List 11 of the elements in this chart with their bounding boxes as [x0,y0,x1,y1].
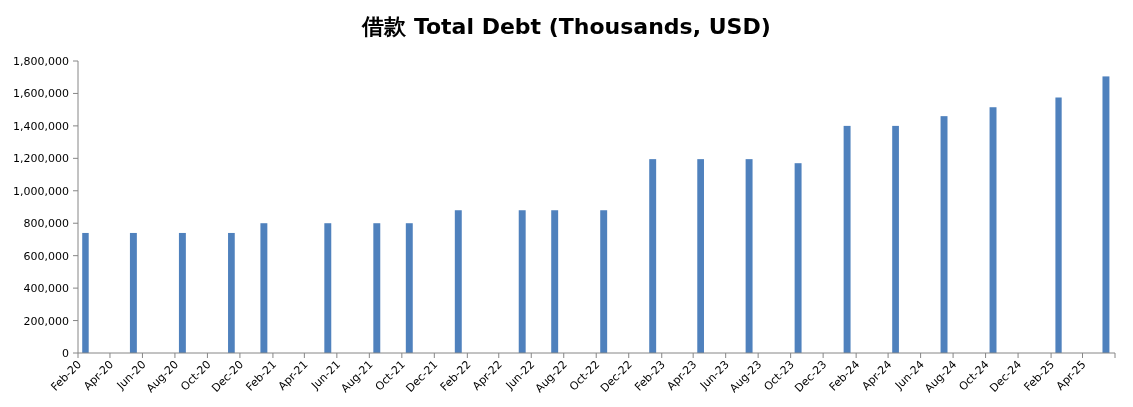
y-tick-label: 200,000 [23,314,69,328]
chart-title: 借款 Total Debt (Thousands, USD) [361,14,771,39]
y-tick-label: 0 [62,347,69,360]
y-tick-label: 1,600,000 [13,87,69,101]
y-tick-label: 1,800,000 [13,55,69,68]
y-tick-label: 1,000,000 [13,184,69,198]
y-tick-label: 600,000 [23,249,69,263]
y-tick-label: 1,200,000 [13,152,69,166]
y-tick-label: 1,400,000 [13,119,69,133]
y-tick-label: 800,000 [23,217,69,231]
y-tick-label: 400,000 [23,282,69,296]
